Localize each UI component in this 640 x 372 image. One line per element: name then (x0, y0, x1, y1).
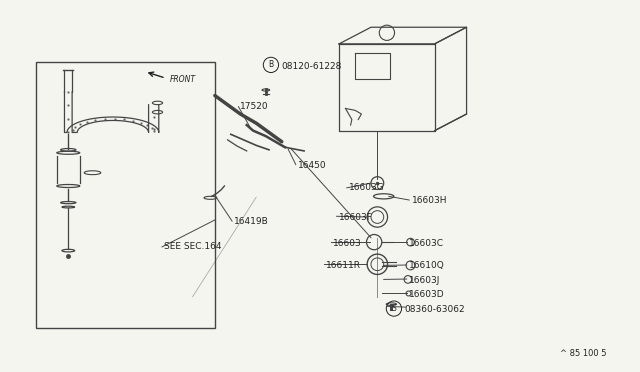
Text: 16603C: 16603C (409, 239, 444, 248)
Text: B: B (268, 60, 273, 70)
Text: 16603F: 16603F (339, 213, 373, 222)
Text: SEE SEC.164: SEE SEC.164 (164, 243, 221, 251)
Text: S: S (392, 304, 396, 313)
Text: FRONT: FRONT (170, 75, 196, 84)
Text: 08120-61228: 08120-61228 (282, 61, 342, 71)
Text: 16610Q: 16610Q (409, 261, 445, 270)
Text: 16603G: 16603G (349, 183, 385, 192)
Bar (36, 62, 215, 328)
Text: 16419B: 16419B (234, 217, 269, 225)
Text: 16450: 16450 (298, 161, 326, 170)
Text: 16603J: 16603J (409, 276, 440, 285)
Text: 16603D: 16603D (409, 291, 445, 299)
Text: ^ 85 100 5: ^ 85 100 5 (560, 349, 607, 358)
Text: 08360-63062: 08360-63062 (404, 305, 465, 314)
Text: 16603: 16603 (333, 239, 362, 248)
Text: 16603H: 16603H (412, 196, 448, 205)
Text: 16611R: 16611R (326, 261, 362, 270)
Text: 17520: 17520 (241, 102, 269, 111)
